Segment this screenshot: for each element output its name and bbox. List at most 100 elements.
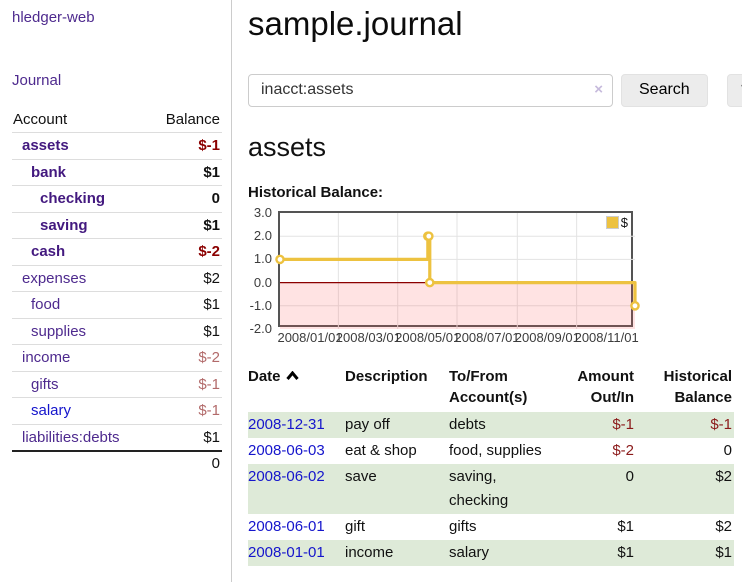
account-link[interactable]: cash bbox=[31, 243, 66, 260]
legend-swatch-icon bbox=[605, 215, 619, 229]
account-row: cash $-2 bbox=[12, 238, 222, 265]
y-tick-label: -1.0 bbox=[249, 297, 272, 313]
search-button[interactable]: Search bbox=[621, 73, 708, 107]
register-header-description: Description bbox=[345, 367, 428, 385]
accounts-total-row: 0 bbox=[12, 450, 222, 475]
register-description: eat & shop bbox=[345, 441, 417, 459]
register-balance: $1 bbox=[715, 543, 732, 561]
account-link[interactable]: food bbox=[31, 296, 61, 313]
register-description: pay off bbox=[345, 415, 390, 433]
register-accounts: food, supplies bbox=[449, 441, 542, 459]
account-row: supplies $1 bbox=[12, 317, 222, 345]
register-balance: $2 bbox=[715, 517, 732, 535]
search-bar: × Search ? bbox=[248, 73, 742, 107]
account-balance: $-1 bbox=[149, 397, 222, 424]
register-amount: 0 bbox=[625, 467, 634, 485]
account-row: liabilities:debts $1 bbox=[12, 423, 222, 451]
account-row: saving $1 bbox=[12, 211, 222, 239]
register-accounts: salary bbox=[449, 543, 490, 561]
register-accounts: gifts bbox=[449, 517, 477, 535]
register-date-link[interactable]: 2008-12-31 bbox=[248, 415, 325, 433]
register-row: 2008-12-31 pay off debts $-1 $-1 bbox=[248, 411, 734, 438]
y-tick-label: 2.0 bbox=[253, 228, 272, 244]
register-header-balance: Historical Balance bbox=[663, 367, 732, 406]
account-link[interactable]: expenses bbox=[22, 269, 87, 287]
account-balance: $1 bbox=[149, 317, 222, 345]
help-button[interactable]: ? bbox=[726, 73, 742, 107]
register-date-link[interactable]: 2008-01-01 bbox=[248, 543, 325, 561]
register-row: 2008-06-03 eat & shop food, supplies $-2 0 bbox=[248, 438, 734, 464]
sidebar: hledger-web Journal Account Balance asse… bbox=[0, 0, 232, 582]
x-tick-label: 2008/11/01 bbox=[574, 329, 639, 345]
accounts-header-account: Account bbox=[13, 111, 68, 128]
accounts-table: Account Balance assets $-1 bank $1 checking 0… bbox=[12, 107, 222, 475]
accounts-total-value: 0 bbox=[149, 450, 222, 475]
page-title: sample.journal bbox=[248, 5, 463, 42]
register-amount: $-2 bbox=[612, 441, 634, 459]
y-tick-label: 0.0 bbox=[253, 274, 272, 290]
register-header-row: Date Description To/From Account(s) Amou… bbox=[248, 364, 734, 412]
account-row: income $-2 bbox=[12, 344, 222, 371]
account-link[interactable]: bank bbox=[31, 163, 67, 181]
register-description: gift bbox=[345, 517, 366, 535]
register-date-link[interactable]: 2008-06-01 bbox=[248, 517, 325, 535]
register-balance: $-1 bbox=[710, 415, 732, 433]
account-row: gifts $-1 bbox=[12, 370, 222, 398]
x-tick-label: 2008/01/01 bbox=[277, 329, 343, 345]
register-amount: $1 bbox=[617, 543, 634, 561]
account-balance: 0 bbox=[149, 185, 222, 212]
nav-journal-link[interactable]: Journal bbox=[12, 72, 62, 89]
chart-title: Historical Balance: bbox=[248, 183, 384, 201]
sort-asc-icon bbox=[285, 366, 299, 387]
register-accounts: debts bbox=[449, 415, 486, 433]
register-balance: 0 bbox=[723, 441, 732, 459]
account-balance: $-1 bbox=[149, 370, 222, 398]
x-tick-label: 2008/09/01 bbox=[514, 329, 580, 345]
account-link[interactable]: supplies bbox=[31, 322, 87, 340]
app-title-link[interactable]: hledger-web bbox=[12, 9, 95, 26]
chart-y-axis-labels: 3.0 2.0 1.0 0.0 -1.0 -2.0 bbox=[248, 205, 274, 336]
register-amount: $-1 bbox=[612, 415, 634, 433]
account-link[interactable]: saving bbox=[40, 216, 88, 234]
account-balance: $-2 bbox=[149, 238, 222, 265]
account-row: food $1 bbox=[12, 291, 222, 318]
search-input[interactable] bbox=[248, 73, 613, 107]
account-link[interactable]: salary bbox=[31, 402, 72, 419]
register-row: 2008-01-01 income salary $1 $1 bbox=[248, 539, 734, 566]
account-heading: assets bbox=[248, 131, 327, 162]
account-link[interactable]: checking bbox=[40, 190, 106, 207]
account-link[interactable]: income bbox=[22, 349, 71, 366]
account-link[interactable]: gifts bbox=[31, 375, 59, 393]
account-balance: $-2 bbox=[149, 344, 222, 371]
account-row: checking 0 bbox=[12, 185, 222, 212]
account-balance: $1 bbox=[149, 158, 222, 186]
y-tick-label: 3.0 bbox=[253, 204, 272, 220]
register-description: save bbox=[345, 467, 377, 485]
chart-x-axis-labels: 2008/01/01 2008/03/01 2008/05/01 2008/07/01… bbox=[277, 329, 742, 350]
x-tick-label: 2008/07/01 bbox=[454, 329, 520, 345]
clear-search-icon[interactable]: × bbox=[594, 80, 603, 98]
account-row: bank $1 bbox=[12, 158, 222, 186]
x-tick-label: 2008/05/01 bbox=[395, 329, 461, 345]
accounts-header-row: Account Balance bbox=[12, 107, 222, 133]
register-accounts: saving, checking bbox=[449, 467, 509, 509]
account-row: assets $-1 bbox=[12, 132, 222, 159]
historical-balance-chart: 3.0 2.0 1.0 0.0 -1.0 -2.0 $ 2008/01/01 2008/03… bbox=[248, 205, 742, 350]
account-row: salary $-1 bbox=[12, 397, 222, 424]
register-header-amount: Amount Out/In bbox=[577, 367, 634, 406]
register-date-link[interactable]: 2008-06-03 bbox=[248, 441, 325, 459]
register-table: Date Description To/From Account(s) Amou… bbox=[248, 364, 734, 566]
account-link[interactable]: liabilities:debts bbox=[22, 428, 120, 446]
register-row: 2008-06-02 save saving, checking 0 $2 bbox=[248, 463, 734, 514]
register-date-link[interactable]: 2008-06-02 bbox=[248, 467, 325, 485]
chart-legend: $ bbox=[605, 215, 628, 230]
register-balance: $2 bbox=[715, 467, 732, 485]
y-tick-label: -2.0 bbox=[249, 320, 272, 336]
account-link[interactable]: assets bbox=[22, 137, 69, 154]
register-header-date[interactable]: Date bbox=[248, 364, 345, 412]
account-balance: $1 bbox=[149, 291, 222, 318]
account-balance: $1 bbox=[149, 211, 222, 239]
register-description: income bbox=[345, 543, 394, 561]
sidebar-nav: Journal bbox=[12, 72, 221, 90]
app-title: hledger-web bbox=[12, 9, 221, 27]
